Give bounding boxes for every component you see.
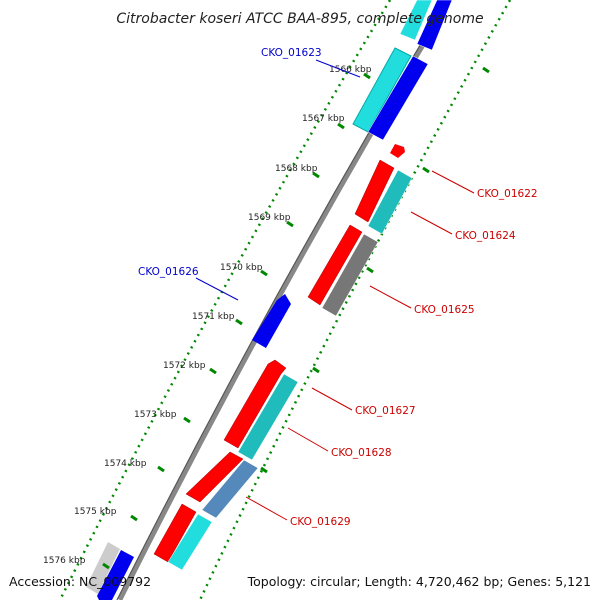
outer-dotted-ring	[198, 0, 512, 600]
gene-cyan-top[interactable]	[399, 0, 433, 41]
gene-red-01629[interactable]	[185, 451, 244, 503]
gene-blue-01626[interactable]	[252, 294, 291, 348]
tick-label: 1576 kbp	[43, 556, 86, 566]
gene-label-cko-01626[interactable]: CKO_01626	[138, 266, 199, 278]
map-title: Citrobacter koseri ATCC BAA-895, complet…	[116, 11, 483, 27]
reverse-track	[86, 0, 453, 600]
gene-label-cko-01628[interactable]: CKO_01628	[331, 447, 392, 459]
gene-gray-01625[interactable]	[321, 233, 379, 317]
gene-teal-01628[interactable]	[237, 373, 299, 461]
gene-red-01625[interactable]	[307, 224, 363, 306]
gene-red-01622[interactable]	[354, 159, 395, 223]
gene-blue-bottom[interactable]	[97, 550, 134, 600]
accession-label: Accession: NC_009792	[9, 574, 152, 589]
tick-label: 1569 kbp	[248, 213, 291, 223]
major-ticks	[102, 72, 371, 570]
gene-steel-01629[interactable]	[201, 459, 259, 519]
gene-red-small[interactable]	[390, 144, 405, 158]
tick-label: 1571 kbp	[192, 312, 235, 322]
forward-gene-labels: CKO_01622 CKO_01624 CKO_01625 CKO_01627 …	[245, 170, 538, 528]
gene-blue-top[interactable]	[416, 0, 453, 51]
gene-blue-01623[interactable]	[367, 55, 429, 141]
tick-label: 1567 kbp	[302, 114, 345, 124]
tick-label: 1574 kbp	[104, 459, 147, 469]
tick-label: 1570 kbp	[220, 263, 263, 273]
gene-gray-bottom[interactable]	[86, 542, 120, 594]
tick-label: 1573 kbp	[134, 410, 177, 420]
gene-label-cko-01622[interactable]: CKO_01622	[477, 188, 538, 200]
gene-label-cko-01627[interactable]: CKO_01627	[355, 405, 416, 417]
tick-label: 1568 kbp	[275, 164, 318, 174]
reverse-gene-labels: CKO_01623 CKO_01626	[138, 47, 361, 301]
gene-label-cko-01629[interactable]: CKO_01629	[290, 516, 351, 528]
gene-red-01627[interactable]	[223, 359, 287, 449]
gene-cyan-bottom[interactable]	[167, 513, 213, 571]
forward-track	[153, 144, 413, 571]
inner-dotted-ring	[58, 0, 392, 600]
tick-label: 1566 kbp	[329, 65, 372, 75]
gene-teal-01624[interactable]	[367, 169, 413, 235]
tick-label: 1572 kbp	[163, 361, 206, 371]
gene-label-cko-01625[interactable]: CKO_01625	[414, 304, 475, 316]
tick-label: 1575 kbp	[74, 507, 117, 517]
outer-major-ticks	[260, 66, 490, 474]
genome-summary: Topology: circular; Length: 4,720,462 bp…	[247, 574, 591, 589]
tick-labels: 1566 kbp 1567 kbp 1568 kbp 1569 kbp 1570…	[43, 65, 372, 566]
gene-label-cko-01624[interactable]: CKO_01624	[455, 230, 516, 242]
gene-label-cko-01623[interactable]: CKO_01623	[261, 47, 322, 59]
